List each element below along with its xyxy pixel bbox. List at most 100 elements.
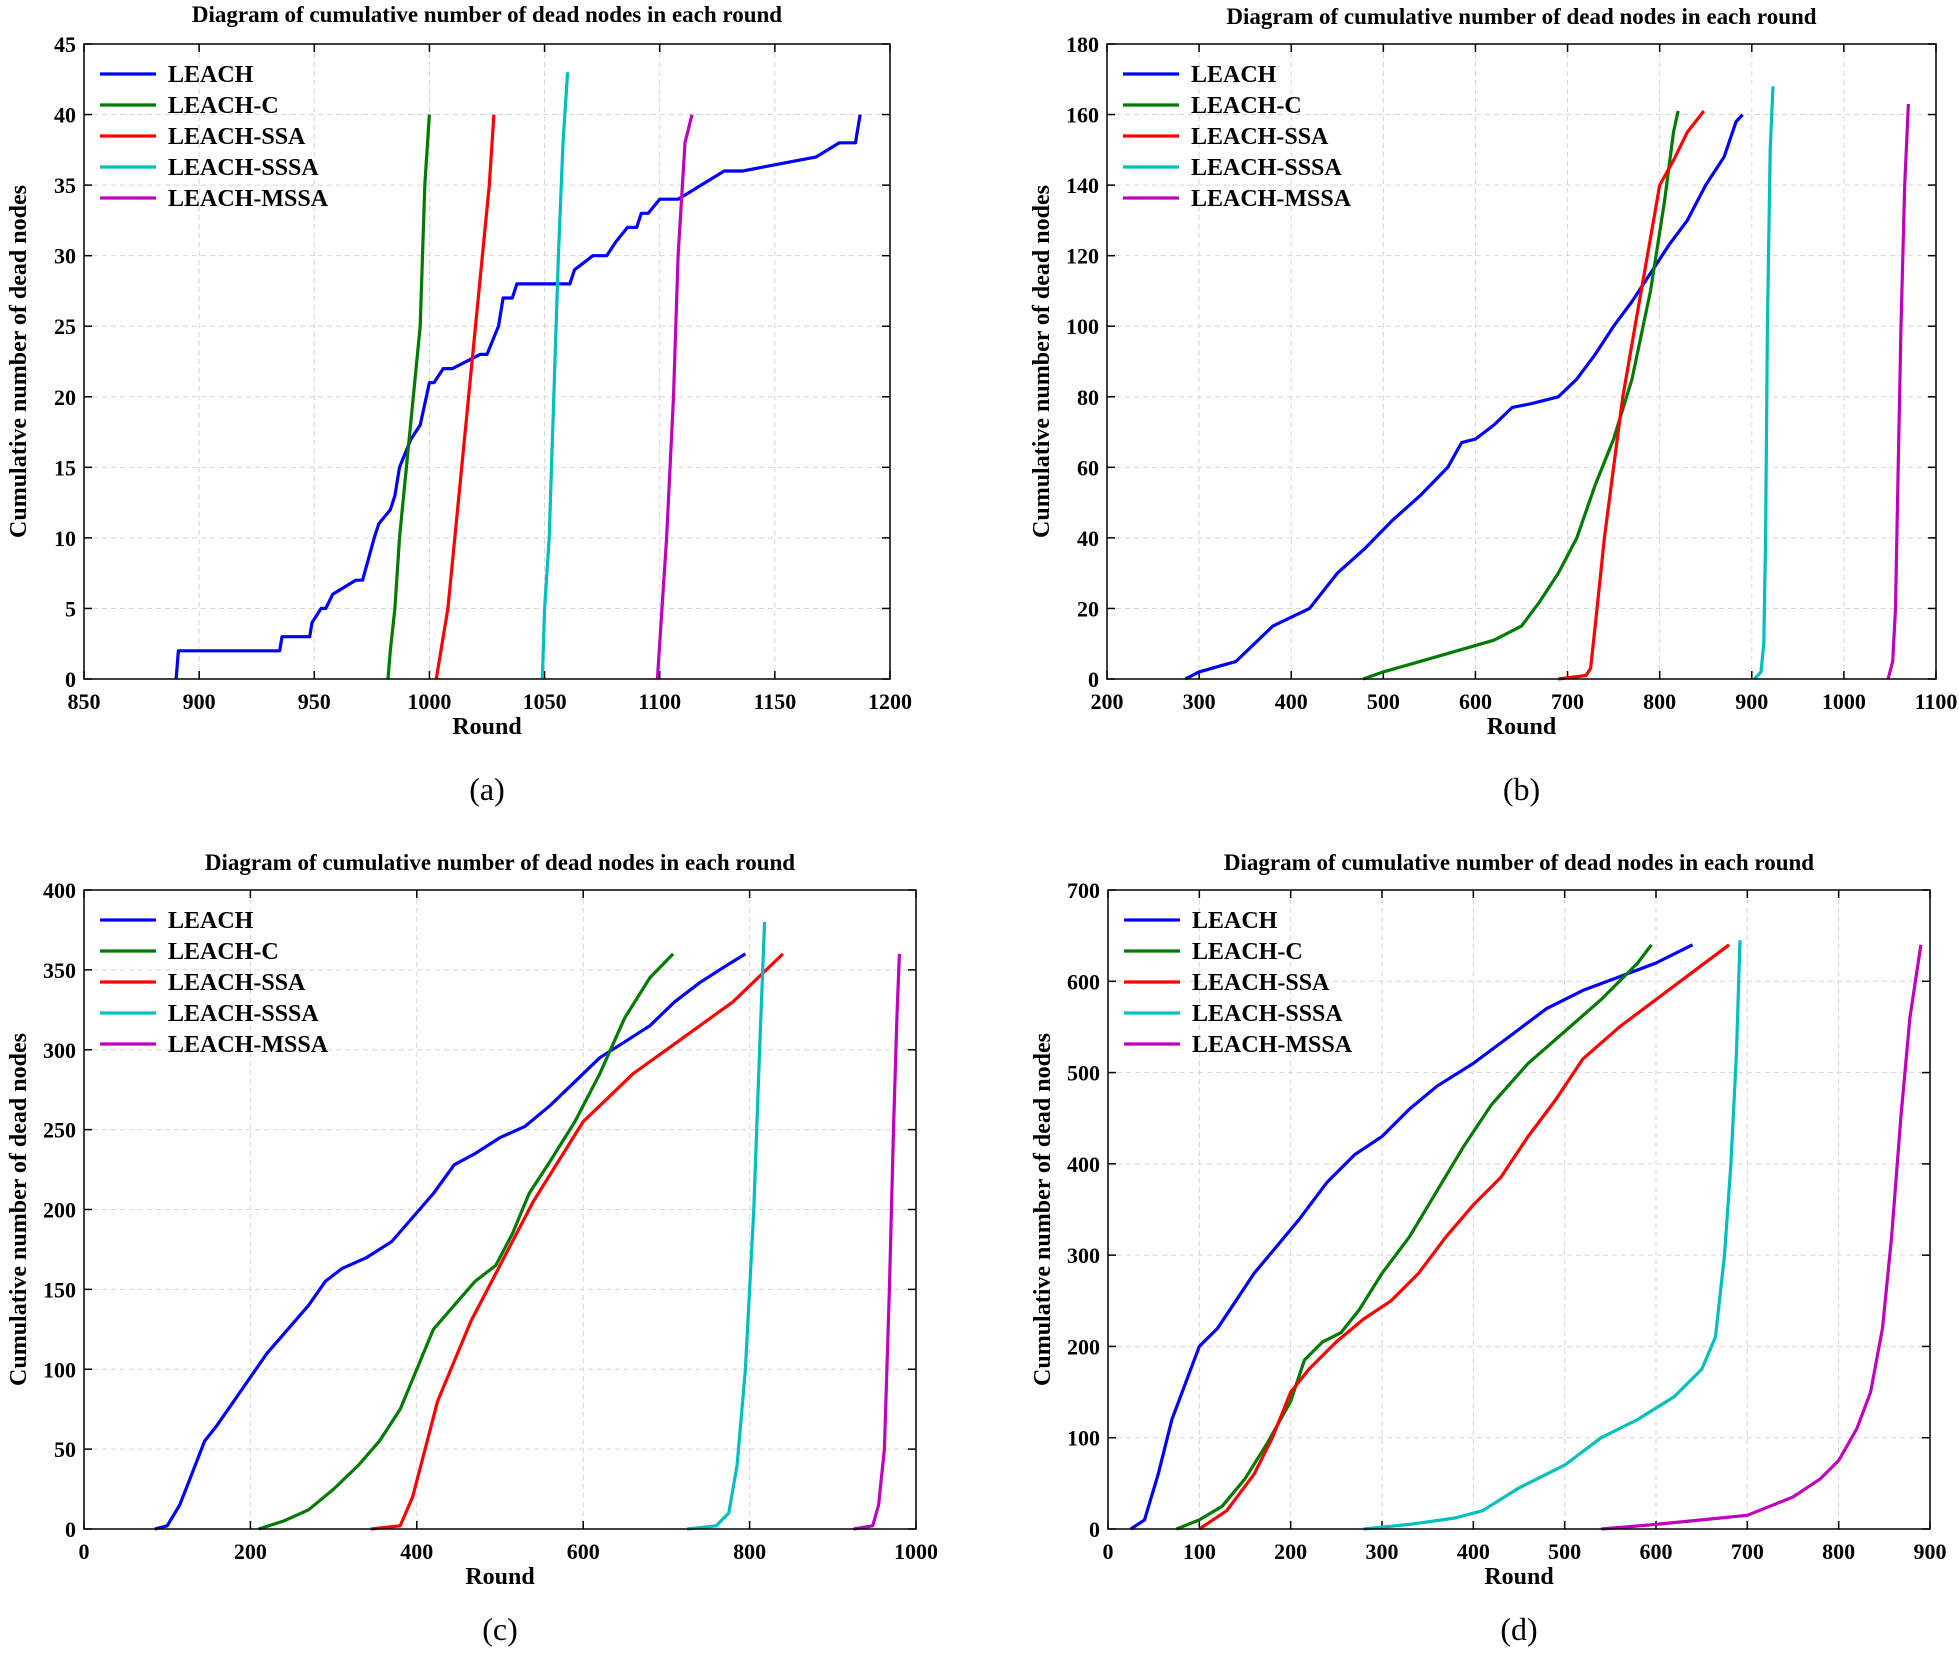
panel-label: (c) bbox=[482, 1611, 518, 1647]
series-line-leach-c bbox=[1362, 110, 1680, 681]
y-tick-label: 500 bbox=[1067, 1061, 1100, 1086]
y-tick-label: 50 bbox=[54, 1437, 76, 1462]
x-axis-label: Round bbox=[1487, 714, 1557, 740]
y-tick-label: 160 bbox=[1066, 103, 1099, 128]
y-tick-label: 20 bbox=[54, 385, 76, 410]
legend-label: LEACH-SSA bbox=[168, 124, 306, 150]
legend-label: LEACH-SSSA bbox=[1192, 1001, 1343, 1027]
y-tick-label: 700 bbox=[1067, 878, 1100, 903]
legend-label: LEACH-SSA bbox=[168, 970, 306, 996]
y-tick-label: 200 bbox=[1067, 1334, 1100, 1359]
plot-frame bbox=[83, 889, 917, 1530]
y-axis-label: Cumulative number of dead nodes bbox=[1029, 185, 1055, 538]
legend-label: LEACH-MSSA bbox=[168, 186, 329, 212]
y-tick-label: 600 bbox=[1067, 969, 1100, 994]
series-line-leach-c bbox=[386, 114, 431, 680]
x-tick-label: 700 bbox=[1731, 1539, 1764, 1564]
y-tick-label: 40 bbox=[54, 103, 76, 128]
x-tick-label: 100 bbox=[1183, 1539, 1216, 1564]
x-tick-label: 1200 bbox=[868, 689, 912, 714]
legend-label: LEACH-MSSA bbox=[168, 1032, 329, 1058]
x-tick-label: 1000 bbox=[407, 689, 451, 714]
series-line-leach-mssa bbox=[655, 114, 694, 680]
plot-frame bbox=[1106, 43, 1937, 680]
legend-label: LEACH-SSSA bbox=[1191, 155, 1342, 181]
chart-panel-1: 850 900 950 1000 1050 1100 1150 1200 0 5 10 15 20 25 3… bbox=[6, 2, 912, 807]
x-tick-label: 800 bbox=[1822, 1539, 1855, 1564]
x-tick-label: 300 bbox=[1183, 689, 1216, 714]
y-tick-label: 140 bbox=[1066, 173, 1099, 198]
chart-title: Diagram of cumulative number of dead nod… bbox=[1226, 4, 1816, 29]
legend-label: LEACH bbox=[168, 62, 254, 88]
x-tick-label: 800 bbox=[733, 1539, 766, 1564]
x-tick-label: 1000 bbox=[1822, 689, 1866, 714]
series-line-leach-ssa bbox=[434, 114, 496, 680]
series-line-leach-mssa bbox=[1601, 944, 1923, 1531]
y-tick-label: 0 bbox=[65, 667, 76, 692]
x-tick-label: 900 bbox=[183, 689, 216, 714]
y-tick-label: 10 bbox=[54, 526, 76, 551]
y-tick-label: 150 bbox=[43, 1277, 76, 1302]
legend: LEACH LEACH-C LEACH-SSA LEACH-SSSA LEACH-MSS… bbox=[1124, 908, 1353, 1058]
y-tick-label: 30 bbox=[54, 244, 76, 269]
series-line-leach bbox=[154, 952, 747, 1531]
legend-label: LEACH-SSA bbox=[1192, 970, 1330, 996]
y-axis-label: Cumulative number of dead nodes bbox=[6, 185, 32, 538]
y-tick-label: 5 bbox=[65, 596, 76, 621]
x-tick-label: 900 bbox=[1914, 1539, 1947, 1564]
x-tick-label: 0 bbox=[1103, 1539, 1114, 1564]
legend-label: LEACH-SSSA bbox=[168, 1001, 319, 1027]
y-tick-label: 80 bbox=[1077, 385, 1099, 410]
chart-panel-2: 200 300 400 500 600 700 800 900 1000 1100 0 20 40 60 8… bbox=[1029, 4, 1957, 807]
x-tick-label: 500 bbox=[1548, 1539, 1581, 1564]
chart-title: Diagram of cumulative number of dead nod… bbox=[1224, 850, 1814, 875]
y-tick-label: 400 bbox=[1067, 1152, 1100, 1177]
x-tick-label: 400 bbox=[1275, 689, 1308, 714]
legend: LEACH LEACH-C LEACH-SSA LEACH-SSSA LEACH-MSS… bbox=[100, 908, 329, 1058]
x-tick-label: 1000 bbox=[894, 1539, 938, 1564]
x-tick-label: 1100 bbox=[1915, 689, 1958, 714]
legend: LEACH LEACH-C LEACH-SSA LEACH-SSSA LEACH-MSS… bbox=[100, 62, 329, 212]
series-line-leach-sssa bbox=[1363, 940, 1742, 1531]
legend-label: LEACH-C bbox=[168, 93, 279, 119]
x-tick-label: 1050 bbox=[523, 689, 567, 714]
y-axis-label: Cumulative number of dead nodes bbox=[1030, 1033, 1056, 1386]
legend: LEACH LEACH-C LEACH-SSA LEACH-SSSA LEACH-MSS… bbox=[1123, 62, 1352, 212]
x-axis-label: Round bbox=[452, 714, 522, 740]
series-line-leach bbox=[174, 114, 862, 680]
y-tick-label: 200 bbox=[43, 1198, 76, 1223]
x-tick-label: 1150 bbox=[753, 689, 796, 714]
legend-label: LEACH-C bbox=[168, 939, 279, 965]
y-tick-label: 0 bbox=[1088, 667, 1099, 692]
x-tick-label: 0 bbox=[79, 1539, 90, 1564]
x-axis-label: Round bbox=[1484, 1564, 1554, 1590]
y-tick-label: 100 bbox=[1066, 314, 1099, 339]
y-axis-label: Cumulative number of dead nodes bbox=[6, 1033, 32, 1386]
y-tick-label: 350 bbox=[43, 958, 76, 983]
y-tick-label: 100 bbox=[1067, 1426, 1100, 1451]
series-line-leach-sssa bbox=[540, 72, 570, 680]
y-tick-label: 250 bbox=[43, 1118, 76, 1143]
x-tick-label: 600 bbox=[567, 1539, 600, 1564]
x-tick-label: 200 bbox=[1091, 689, 1124, 714]
y-tick-label: 15 bbox=[54, 455, 76, 480]
y-tick-label: 120 bbox=[1066, 244, 1099, 269]
x-tick-label: 500 bbox=[1367, 689, 1400, 714]
series-line-leach-ssa bbox=[370, 952, 785, 1531]
x-tick-label: 700 bbox=[1551, 689, 1584, 714]
legend-label: LEACH-MSSA bbox=[1192, 1032, 1353, 1058]
y-tick-label: 40 bbox=[1077, 526, 1099, 551]
series-line-leach-ssa bbox=[1558, 110, 1706, 681]
y-tick-label: 180 bbox=[1066, 32, 1099, 57]
series-line-leach-sssa bbox=[1753, 86, 1775, 681]
series-line-leach bbox=[1184, 113, 1744, 681]
legend-label: LEACH-C bbox=[1191, 93, 1302, 119]
x-tick-label: 600 bbox=[1459, 689, 1492, 714]
x-tick-label: 850 bbox=[68, 689, 101, 714]
legend-label: LEACH bbox=[1191, 62, 1277, 88]
y-tick-label: 60 bbox=[1077, 455, 1099, 480]
y-tick-label: 0 bbox=[65, 1517, 76, 1542]
panel-label: (d) bbox=[1500, 1611, 1537, 1647]
chart-panel-3: 0 200 400 600 800 1000 0 50 100 150 200 250 300 350 40… bbox=[6, 850, 938, 1647]
x-tick-label: 900 bbox=[1735, 689, 1768, 714]
